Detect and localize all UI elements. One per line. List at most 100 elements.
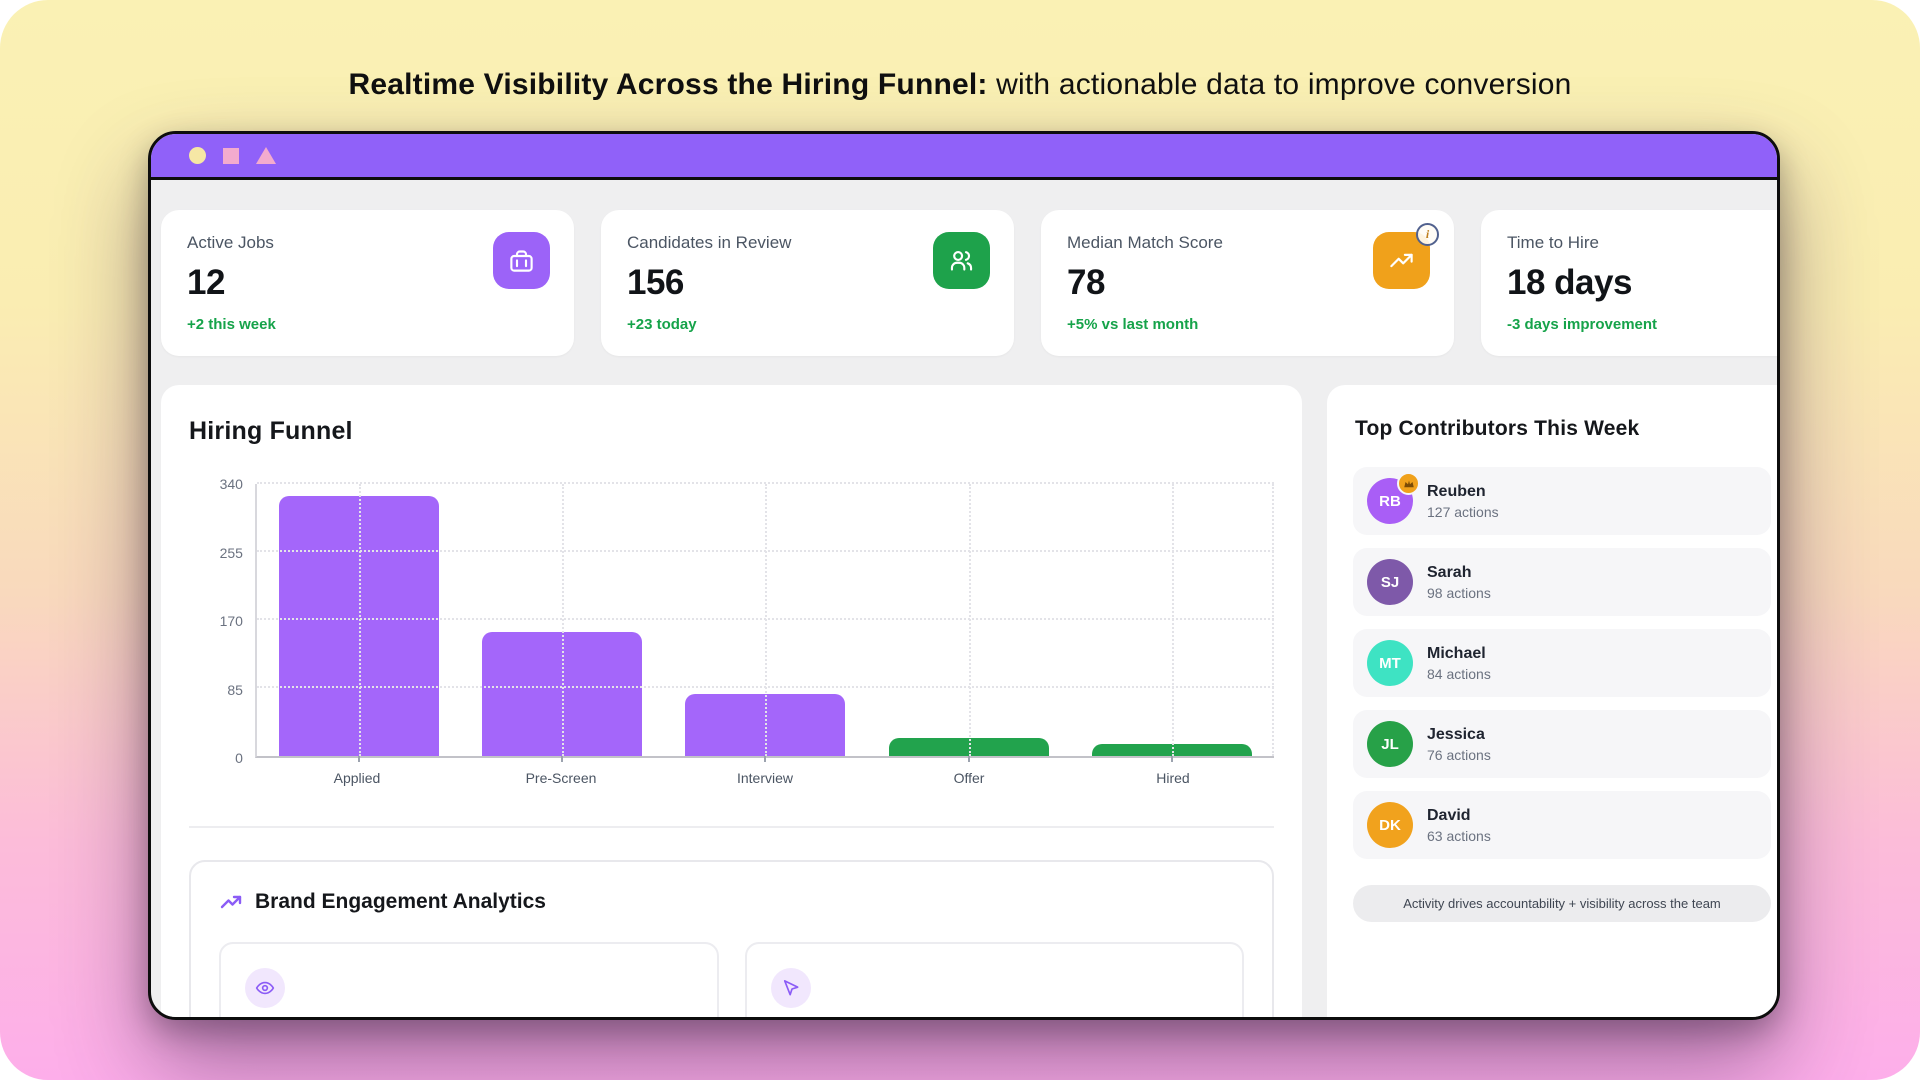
avatar-initials: JL (1381, 735, 1399, 753)
crown-badge-icon (1397, 472, 1420, 495)
top-contributors-card: Top Contributors This Week RB Reuben (1327, 385, 1777, 1017)
contributor-actions: 98 actions (1427, 584, 1491, 601)
cursor-icon (770, 968, 811, 1008)
x-tick-mark (357, 756, 360, 762)
users-icon (933, 232, 990, 289)
avatar: MT (1367, 640, 1413, 686)
stat-label: Candidates in Review (627, 233, 792, 252)
bar-offer[interactable] (888, 738, 1049, 756)
contributor-actions: 76 actions (1427, 746, 1491, 763)
contributors-footer-note: Activity drives accountability + visibil… (1353, 885, 1771, 922)
brand-engagement-title: Brand Engagement Analytics (255, 890, 546, 913)
avatar: JL (1367, 721, 1413, 767)
funnel-plot (254, 482, 1274, 762)
contributor-name: Jessica (1427, 725, 1485, 743)
contributor-row[interactable]: JL Jessica 76 actions (1353, 710, 1771, 778)
stat-card-time-to-hire: Time to Hire 18 days -3 days improvement (1481, 210, 1777, 356)
x-tick-mark (561, 756, 564, 762)
main-row: Hiring Funnel 0 85 170 255 340 (161, 385, 1777, 1017)
stat-label: Active Jobs (187, 233, 274, 252)
divider (189, 826, 1274, 828)
gridline (765, 484, 768, 756)
x-tick-mark (1171, 756, 1174, 762)
gridline (562, 484, 565, 756)
info-badge-icon[interactable]: i (1416, 223, 1439, 246)
gridline (1272, 484, 1274, 756)
contributor-name: Reuben (1427, 482, 1486, 500)
stat-delta: +23 today (627, 316, 697, 333)
avatar: DK (1367, 802, 1413, 848)
y-tick: 340 (219, 476, 243, 492)
stat-delta: -3 days improvement (1507, 316, 1658, 333)
window-control-triangle-icon[interactable] (256, 147, 276, 164)
contributor-name: Sarah (1427, 563, 1472, 581)
contributor-row[interactable]: RB Reuben 127 actions (1353, 467, 1771, 535)
window-control-circle-icon[interactable] (189, 147, 206, 164)
stat-delta: +5% vs last month (1067, 316, 1199, 333)
trending-up-icon (220, 895, 242, 909)
window-titlebar (151, 134, 1777, 180)
gridline (358, 484, 361, 756)
stat-value: 12 (187, 263, 225, 302)
gridline (256, 482, 1274, 484)
y-tick: 85 (227, 681, 243, 698)
stat-card-median-match-score: Median Match Score 78 +5% vs last month … (1041, 210, 1454, 356)
bar-hired[interactable] (1092, 744, 1253, 756)
y-tick: 255 (219, 544, 243, 561)
hiring-funnel-title: Hiring Funnel (189, 417, 353, 445)
eye-icon (245, 968, 285, 1008)
stat-card-candidates-in-review: Candidates in Review 156 +23 today (601, 210, 1014, 356)
page-title-bold: Realtime Visibility Across the Hiring Fu… (348, 68, 988, 101)
brand-engagement-card: Brand Engagement Analytics Avg Candidate… (189, 860, 1274, 1017)
x-label: Hired (1156, 770, 1190, 786)
avatar-initials: MT (1379, 654, 1401, 672)
x-label: Interview (736, 770, 794, 786)
stat-card-active-jobs: Active Jobs 12 +2 this week (161, 210, 574, 356)
engagement-metrics-row: Avg Candidate Dwell Time 2m 14s Profile … (219, 942, 1244, 1017)
x-label: Applied (333, 770, 381, 786)
gridline (1172, 484, 1175, 756)
x-tick-mark (967, 756, 970, 762)
dashboard-content: Active Jobs 12 +2 this week Candidates i… (151, 183, 1777, 1017)
x-label: Offer (953, 770, 985, 786)
contributor-actions: 127 actions (1427, 503, 1499, 520)
avatar-initials: SJ (1380, 573, 1400, 591)
stat-value: 78 (1067, 263, 1105, 302)
stat-value: 156 (627, 263, 684, 302)
contributor-row[interactable]: MT Michael 84 actions (1353, 629, 1771, 697)
contributor-row[interactable]: SJ Sarah 98 actions (1353, 548, 1771, 616)
contributor-name: Michael (1427, 644, 1486, 662)
stat-label: Time to Hire (1507, 233, 1599, 252)
metric-card-dwell-time: Avg Candidate Dwell Time 2m 14s (219, 942, 719, 1017)
page-title-regular: with actionable data to improve conversi… (987, 68, 1572, 101)
window-control-square-icon[interactable] (223, 147, 239, 164)
page-title: Realtime Visibility Across the Hiring Fu… (0, 68, 1920, 102)
trending-up-icon: i (1373, 223, 1439, 289)
contributor-actions: 84 actions (1427, 665, 1491, 682)
stats-row: Active Jobs 12 +2 this week Candidates i… (161, 210, 1777, 356)
stat-value: 18 days (1507, 263, 1632, 302)
hiring-funnel-chart: 0 85 170 255 340 (189, 476, 1274, 766)
briefcase-icon (493, 232, 550, 289)
contributor-name: David (1427, 806, 1471, 824)
gridline (968, 484, 971, 756)
app-window: Active Jobs 12 +2 this week Candidates i… (148, 131, 1780, 1020)
brand-engagement-header: Brand Engagement Analytics (219, 890, 1244, 914)
y-tick: 0 (235, 750, 243, 766)
x-label: Pre-Screen (525, 770, 597, 786)
y-tick: 170 (219, 613, 243, 629)
bar-interview[interactable] (685, 693, 846, 756)
top-contributors-title: Top Contributors This Week (1355, 417, 1640, 440)
avatar: RB (1367, 472, 1420, 524)
stat-label: Median Match Score (1067, 233, 1223, 252)
stat-delta: +2 this week (187, 316, 276, 333)
metric-card-profile-clicks: Profile Page Clicks 1,847 (744, 942, 1244, 1017)
funnel-y-axis: 0 85 170 255 340 (189, 476, 255, 766)
avatar-initials: RB (1379, 492, 1401, 510)
x-tick-mark (764, 756, 767, 762)
avatar: SJ (1367, 559, 1413, 605)
hiring-funnel-card: Hiring Funnel 0 85 170 255 340 (161, 385, 1302, 1017)
avatar-initials: DK (1379, 816, 1401, 834)
contributor-row[interactable]: DK David 63 actions (1353, 791, 1771, 859)
